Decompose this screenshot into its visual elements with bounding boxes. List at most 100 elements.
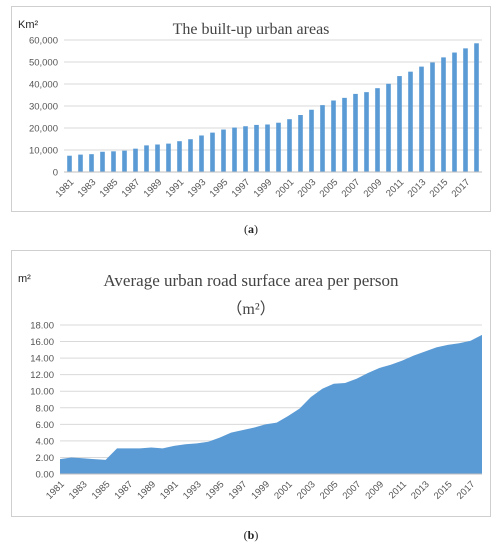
bar [210,132,215,172]
bar [254,124,259,172]
x-tick-label: 1993 [181,479,204,502]
x-tick-label: 1989 [135,479,158,502]
caption-b: (b) [243,528,259,542]
bar [386,83,391,172]
x-tick-label: 2013 [406,177,429,200]
y-tick-label: 14.00 [30,354,54,365]
x-tick-label: 1993 [186,177,209,200]
x-tick-label: 2011 [387,479,409,501]
x-tick-label: 1981 [54,177,77,200]
bar [309,109,314,172]
x-tick-label: 1997 [230,177,253,200]
x-tick-label: 2005 [318,479,341,502]
bar [155,144,160,172]
bar [265,124,270,172]
x-tick-label: 1995 [208,177,231,200]
y-tick-label: 20,000 [29,124,58,135]
bar [320,105,325,172]
bar [78,154,83,172]
bar [100,151,105,172]
bar [199,135,204,172]
x-tick-label: 2011 [384,177,406,199]
bar [375,88,380,172]
x-tick-label: 2001 [272,479,295,502]
y-tick-label: 40,000 [29,80,58,91]
x-tick-label: 2003 [296,177,319,200]
bar [342,97,347,172]
y-tick-label: 0 [53,168,58,179]
bar [397,76,402,172]
x-tick-label: 2001 [274,177,297,200]
y-tick-label: 16.00 [30,337,54,348]
chart-subtitle: （m²） [226,301,276,318]
y-tick-label: 6.00 [36,420,55,431]
x-tick-label: 1987 [113,479,136,502]
bar-chart: 0 10,000 20,000 30,000 40,000 50,000 60,000 198… [29,36,482,200]
bar [133,148,138,172]
y-tick-label: 0.00 [36,470,55,481]
x-tick-label: 2013 [409,479,432,502]
y-unit-label: m² [18,273,31,285]
bar [166,143,171,172]
bar [287,119,292,172]
x-tick-label: 1991 [158,479,181,502]
bar [188,139,193,172]
x-tick-label: 1985 [90,479,113,502]
bar [122,150,127,172]
x-tick-label: 2007 [341,479,364,502]
bar [452,52,457,172]
chart-panel-b: m² Average urban road surface area per p… [11,250,491,517]
x-tick-label: 1987 [120,177,143,200]
y-tick-label: 4.00 [36,436,55,447]
y-tick-label: 2.00 [36,453,55,464]
y-unit-label: Km² [18,19,39,31]
bar [331,100,336,172]
x-tick-label: 1995 [204,479,227,502]
bar [232,127,237,172]
bar [67,155,72,172]
x-tick-label: 2007 [340,177,363,200]
y-tick-label: 30,000 [29,102,58,113]
bar [408,71,413,172]
y-tick-label: 10,000 [29,146,58,157]
y-tick-label: 18.00 [30,321,54,332]
x-tick-label: 1999 [249,479,272,502]
area-chart: 0.00 2.00 4.00 6.00 8.00 10.00 12.00 14.00 16.00… [30,321,482,502]
area-series [60,334,482,474]
bar [430,62,435,172]
x-tick-label: 1985 [98,177,121,200]
x-tick-label: 2017 [450,177,473,200]
x-tick-label: 1997 [227,479,250,502]
x-tick-label: 2009 [363,479,386,502]
y-tick-label: 8.00 [36,403,55,414]
x-tick-label: 2015 [432,479,455,502]
x-tick-label: 1981 [44,479,67,502]
bar [463,48,468,172]
bar [177,141,182,172]
x-tick-label: 1989 [142,177,165,200]
bar [89,154,94,172]
bar [221,129,226,172]
y-tick-label: 12.00 [30,370,54,381]
x-tick-label: 2003 [295,479,318,502]
x-tick-label: 1991 [164,177,187,200]
y-tick-label: 60,000 [29,36,58,47]
chart-title: Average urban road surface area per pers… [103,271,399,290]
x-tick-label: 1999 [252,177,275,200]
x-tick-label: 2017 [455,479,478,502]
bar [111,151,116,172]
bar [353,93,358,172]
caption-a: (a) [244,222,258,236]
x-tick-label: 2015 [428,177,451,200]
x-tick-label: 1983 [67,479,90,502]
bar [364,92,369,172]
chart-panel-a: Km² The built-up urban areas 0 10,000 20,0… [11,6,491,212]
x-tick-label: 1983 [76,177,99,200]
x-tick-label: 2005 [318,177,341,200]
chart-title: The built-up urban areas [172,21,330,38]
bar [298,115,303,172]
bar [144,145,149,172]
y-tick-label: 50,000 [29,58,58,69]
bar [419,66,424,172]
bar [276,122,281,172]
